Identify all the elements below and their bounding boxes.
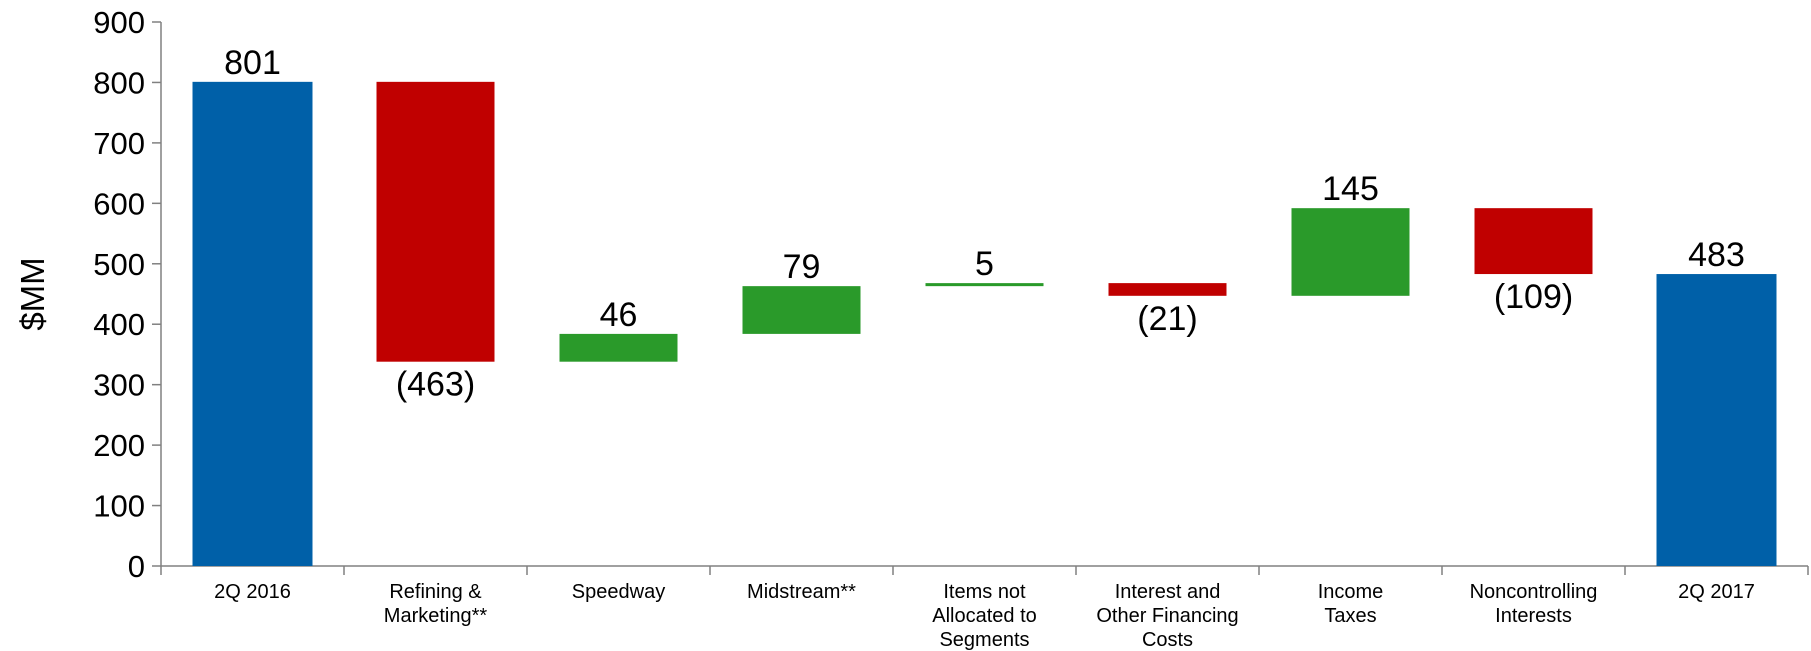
waterfall-bar xyxy=(559,333,678,362)
x-category-label: Items not Allocated to Segments xyxy=(932,581,1037,651)
y-tick-label: 0 xyxy=(128,549,145,584)
waterfall-bar xyxy=(376,81,495,362)
data-label: 145 xyxy=(1322,170,1379,208)
y-axis-title: $MM xyxy=(14,257,51,330)
y-tick-label: 200 xyxy=(93,428,145,463)
data-label: 79 xyxy=(783,248,821,286)
x-category-label: Midstream** xyxy=(747,581,856,603)
waterfall-bar xyxy=(1108,283,1227,296)
y-tick-label: 900 xyxy=(93,5,145,40)
waterfall-bar xyxy=(1656,274,1777,566)
x-category-label: Interest and Other Financing Costs xyxy=(1096,581,1238,651)
y-tick-label: 800 xyxy=(93,65,145,100)
y-tick-label: 400 xyxy=(93,307,145,342)
data-label: (109) xyxy=(1494,278,1573,316)
axes: 0 100 200 300 400 500 600 700 800 900 2Q 2016 Refin… xyxy=(93,5,1809,651)
bars xyxy=(192,81,1777,566)
data-label: 483 xyxy=(1688,236,1745,274)
y-tick-label: 300 xyxy=(93,368,145,403)
x-category-label: Speedway xyxy=(572,581,665,603)
data-label: 46 xyxy=(600,296,638,334)
data-label: (21) xyxy=(1137,300,1197,338)
y-tick-label: 700 xyxy=(93,126,145,161)
x-category-label: Noncontrolling Interests xyxy=(1470,581,1598,627)
x-category-label: 2Q 2016 xyxy=(214,581,291,603)
waterfall-bar xyxy=(742,286,861,334)
data-label: 5 xyxy=(975,245,994,283)
waterfall-bar xyxy=(1291,208,1410,296)
waterfall-bar xyxy=(192,81,313,566)
x-category-label: Income Taxes xyxy=(1318,581,1384,627)
y-tick-label: 500 xyxy=(93,247,145,282)
labels: 801 (463) 46 79 5 (21) 145 (109) 483 xyxy=(224,44,1745,404)
data-label: (463) xyxy=(396,366,475,404)
x-category-label: 2Q 2017 xyxy=(1678,581,1755,603)
y-tick-label: 600 xyxy=(93,186,145,221)
x-category-label: Refining & Marketing** xyxy=(384,581,488,627)
data-label: 801 xyxy=(224,44,281,82)
waterfall-bar xyxy=(1474,208,1593,275)
y-tick-label: 100 xyxy=(93,489,145,524)
waterfall-bar xyxy=(925,283,1044,287)
